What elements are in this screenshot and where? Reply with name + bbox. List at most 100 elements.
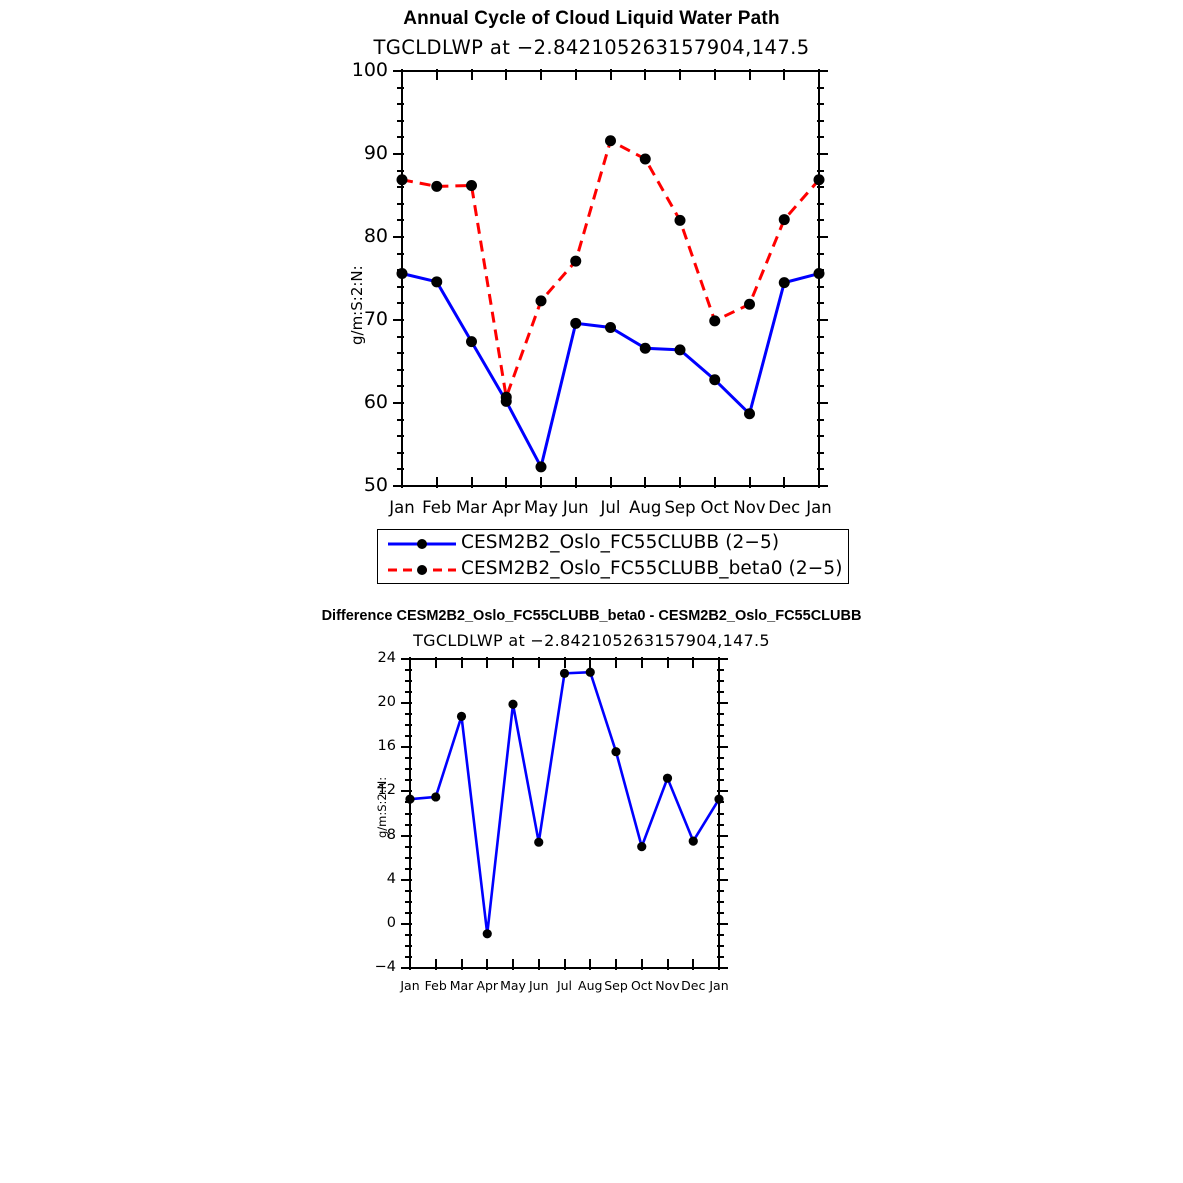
y-axis-minor-tick [405,713,412,716]
y-axis-tick-label: 60 [363,391,388,413]
y-axis-minor-tick [405,757,412,760]
x-axis-major-tick [783,477,786,488]
x-axis-major-tick [470,477,473,488]
y-axis-minor-tick [717,735,724,738]
y-axis-tick-label: 80 [363,225,388,247]
y-axis-major-tick [393,485,404,487]
y-axis-minor-tick [405,779,412,782]
legend-item-2[interactable]: CESM2B2_Oslo_FC55CLUBB_beta0 (2−5) [378,557,848,584]
y-axis-minor-tick [717,713,724,716]
x-axis-tick-label: Nov [655,978,680,993]
y-axis-tick-label: 50 [363,474,388,496]
y-axis-minor-tick [405,680,412,683]
x-axis-major-tick [470,69,473,80]
y-axis-minor-tick [817,186,824,189]
legend-line-sample [386,557,458,584]
x-axis-major-tick [692,959,695,970]
y-axis-minor-tick [397,252,404,255]
y-axis-major-tick [717,790,728,793]
x-axis-tick-label: Jan [400,978,420,993]
x-axis-tick-label: Nov [733,498,766,517]
y-axis-minor-tick [397,136,404,139]
y-axis-minor-tick [717,933,724,936]
x-axis-major-tick [818,69,820,80]
x-axis-major-tick [540,69,542,80]
x-axis-major-tick [409,959,411,970]
y-axis-minor-tick [817,252,824,255]
x-axis-tick-label: Jun [528,978,549,993]
x-axis-major-tick [512,959,514,970]
y-axis-major-tick [817,153,828,155]
x-axis-major-tick [666,959,669,970]
legend-item-label: CESM2B2_Oslo_FC55CLUBB_beta0 (2−5) [461,558,843,579]
y-axis-minor-tick [397,285,404,288]
y-axis-major-tick [817,402,828,404]
y-axis-minor-tick [717,768,724,771]
y-axis-tick-label: 20 [377,694,396,711]
y-axis-minor-tick [397,352,404,355]
y-axis-minor-tick [405,889,412,892]
x-axis-tick-label: Dec [768,498,801,517]
y-axis-minor-tick [817,468,824,471]
y-axis-minor-tick [717,680,724,683]
x-axis-tick-label: Aug [629,498,662,517]
x-axis-major-tick [563,657,566,668]
y-axis-minor-tick [397,368,404,371]
y-axis-major-tick [717,658,728,660]
x-axis-tick-label: May [500,978,526,993]
y-axis-minor-tick [405,867,412,870]
x-axis-major-tick [644,477,647,488]
x-axis-major-tick [718,657,720,668]
y-axis-major-tick [401,746,412,749]
y-axis-major-tick [401,967,412,969]
y-axis-major-tick [393,319,404,321]
y-axis-minor-tick [717,779,724,782]
x-axis-major-tick [486,959,489,970]
y-axis-minor-tick [717,867,724,870]
x-axis-tick-label: Feb [422,498,452,517]
y-axis-tick-label: 70 [363,308,388,330]
y-axis-minor-tick [405,812,412,815]
x-axis-major-tick [644,69,647,80]
y-axis-minor-tick [397,219,404,222]
y-axis-minor-tick [817,385,824,388]
x-axis-major-tick [401,69,403,80]
x-axis-major-tick [609,477,612,488]
x-axis-tick-label: Jul [600,498,621,517]
top-y-axis-title: g/m:S:2:N: [348,265,366,345]
y-axis-major-tick [401,922,412,925]
y-axis-major-tick [817,319,828,321]
y-axis-minor-tick [397,418,404,421]
y-axis-major-tick [401,702,412,705]
x-axis-major-tick [435,477,438,488]
y-axis-minor-tick [717,889,724,892]
y-axis-minor-tick [817,302,824,305]
y-axis-minor-tick [405,933,412,936]
y-axis-minor-tick [405,724,412,727]
y-axis-minor-tick [405,845,412,848]
y-axis-minor-tick [405,823,412,826]
x-axis-major-tick [713,477,716,488]
x-axis-tick-label: Dec [681,978,706,993]
y-axis-minor-tick [397,169,404,172]
x-axis-tick-label: Mar [449,978,474,993]
x-axis-tick-label: Apr [476,978,499,993]
y-axis-tick-label: 8 [386,826,396,843]
y-axis-minor-tick [405,735,412,738]
y-axis-minor-tick [397,186,404,189]
legend-item-1[interactable]: CESM2B2_Oslo_FC55CLUBB (2−5) [378,531,848,558]
x-axis-major-tick [615,657,617,668]
x-axis-major-tick [537,657,540,668]
y-axis-minor-tick [405,801,412,804]
y-axis-minor-tick [817,418,824,421]
x-axis-tick-label: Aug [578,978,603,993]
y-axis-minor-tick [717,812,724,815]
y-axis-minor-tick [817,451,824,454]
x-axis-tick-label: Oct [630,978,653,993]
y-axis-minor-tick [397,119,404,122]
y-axis-major-tick [401,658,412,660]
x-axis-major-tick [748,477,751,488]
y-axis-minor-tick [817,269,824,272]
y-axis-minor-tick [717,823,724,826]
x-axis-major-tick [640,657,643,668]
